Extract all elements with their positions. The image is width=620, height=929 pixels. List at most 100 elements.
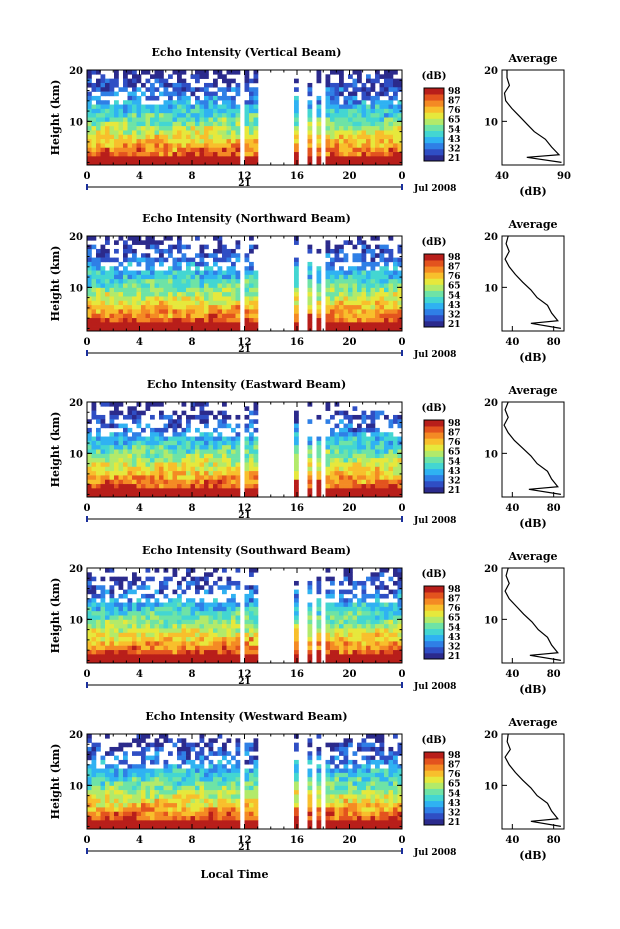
heatmap-cell [177, 113, 182, 118]
heatmap-cell [154, 156, 160, 161]
heatmap-cell [150, 152, 155, 157]
heatmap-cell [370, 650, 376, 655]
heatmap-cell [222, 257, 227, 263]
heatmap-cell [357, 322, 362, 327]
heatmap-cell [96, 641, 101, 647]
heatmap-cell [370, 253, 376, 258]
heatmap-cell [316, 488, 322, 493]
heatmap-cell [375, 641, 380, 647]
heatmap-cell [370, 432, 376, 437]
heatmap-cell [307, 419, 313, 424]
heatmap-cell [253, 427, 259, 433]
heatmap-cell [375, 91, 380, 97]
heatmap-cell [186, 650, 191, 655]
heatmap-cell [307, 279, 313, 284]
heatmap-cell [366, 475, 371, 481]
heatmap-cell [177, 598, 182, 603]
heatmap-cell [213, 117, 218, 123]
heatmap-cell [204, 74, 209, 79]
profile-x-label: 40 [505, 503, 519, 514]
heatmap-cell [217, 419, 223, 424]
heatmap-cell [172, 602, 178, 608]
heatmap-cell [343, 296, 349, 302]
heatmap-cell [253, 104, 259, 110]
heatmap-cell [222, 253, 227, 258]
heatmap-cell [325, 484, 331, 489]
heatmap-cell [132, 160, 137, 166]
heatmap-cell [217, 139, 223, 144]
heatmap-cell [294, 462, 299, 468]
heatmap-cell [375, 300, 380, 306]
heatmap-cell [118, 313, 124, 319]
heatmap-cell [96, 458, 101, 463]
heatmap-cell [222, 436, 227, 442]
heatmap-cell [150, 484, 155, 489]
heatmap-cell [361, 585, 367, 590]
heatmap-cell [87, 589, 92, 595]
heatmap-cell [316, 100, 322, 105]
heatmap-cell [330, 287, 335, 293]
heatmap-cell [123, 322, 128, 327]
heatmap-cell [357, 628, 362, 634]
heatmap-cell [384, 475, 389, 481]
heatmap-cell [244, 296, 250, 302]
heatmap-cell [195, 152, 200, 157]
heatmap-cell [213, 449, 218, 455]
heatmap-cell [195, 305, 200, 310]
heatmap-cell [388, 746, 394, 752]
heatmap [87, 568, 403, 664]
heatmap-cell [159, 619, 164, 625]
heatmap-cell [334, 615, 340, 621]
heatmap-cell [177, 78, 182, 84]
heatmap-cell [379, 160, 385, 166]
heatmap-cell [100, 130, 106, 136]
heatmap-cell [222, 462, 227, 468]
heatmap-cell [100, 484, 106, 489]
heatmap-cell [168, 300, 173, 306]
heatmap-cell [208, 458, 214, 463]
heatmap-cell [343, 488, 349, 493]
heatmap-cell [195, 484, 200, 489]
heatmap-cell [217, 244, 223, 250]
heatmap-cell [96, 318, 101, 323]
colorbar-swatch [424, 290, 444, 297]
heatmap-cell [127, 615, 133, 621]
heatmap-cell [379, 572, 385, 577]
heatmap-cell [330, 593, 335, 599]
heatmap-cell [235, 305, 241, 310]
heatmap-cell [231, 768, 236, 774]
heatmap-cell [136, 240, 142, 245]
heatmap-cell [343, 270, 349, 276]
heatmap-cell [226, 637, 232, 642]
heatmap-cell [195, 576, 200, 582]
heatmap-cell [217, 305, 223, 310]
heatmap-cell [370, 100, 376, 105]
x-tick-label: 0 [399, 171, 406, 182]
heatmap-cell [294, 742, 299, 748]
heatmap-cell [195, 156, 200, 161]
heatmap-cell [343, 615, 349, 621]
heatmap-cell [388, 432, 394, 437]
heatmap-cell [181, 628, 187, 634]
heatmap-cell [249, 598, 254, 603]
heatmap-cell [123, 492, 128, 498]
heatmap-cell [213, 488, 218, 493]
heatmap-cell [307, 645, 313, 651]
heatmap-cell [348, 160, 353, 166]
heatmap-cell [199, 156, 205, 161]
heatmap-cell [123, 589, 128, 595]
heatmap-cell [334, 755, 340, 761]
heatmap-cell [231, 296, 236, 302]
heatmap-cell [249, 91, 254, 97]
heatmap-cell [213, 580, 218, 586]
heatmap-cell [393, 628, 398, 634]
heatmap-cell [370, 414, 376, 420]
heatmap-cell [199, 134, 205, 140]
heatmap-cell [141, 658, 146, 664]
heatmap-cell [204, 82, 209, 88]
heatmap-cell [96, 322, 101, 327]
heatmap-cell [330, 292, 335, 297]
heatmap-cell [145, 479, 151, 485]
heatmap-cell [379, 309, 385, 315]
heatmap-cell [393, 453, 398, 459]
